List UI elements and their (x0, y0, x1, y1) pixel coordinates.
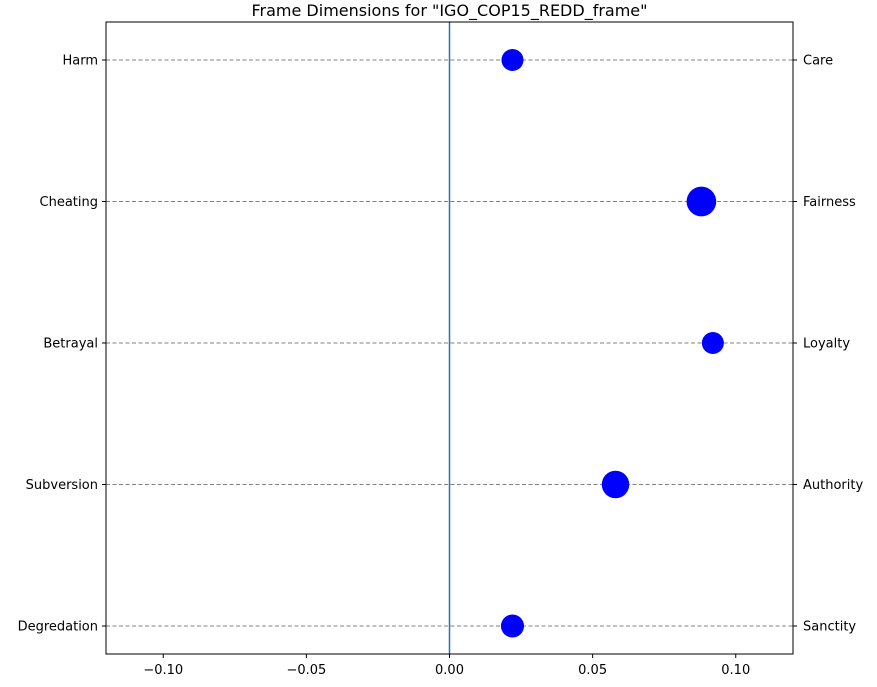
left-tick-label: Subversion (26, 478, 98, 493)
right-tick-label: Sanctity (803, 620, 856, 635)
data-point (500, 614, 525, 638)
right-tick-labels: Care Fairness Loyalty Authority Sanctity (793, 54, 863, 635)
right-tick-label: Fairness (803, 195, 856, 210)
data-point (701, 332, 724, 354)
x-tick-label: −0.05 (286, 663, 326, 678)
data-point (501, 49, 524, 71)
gridlines (106, 59, 793, 627)
x-tick-label: −0.10 (143, 663, 183, 678)
x-tick-label: 0.00 (435, 663, 464, 678)
left-tick-label: Degredation (18, 620, 98, 635)
left-tick-label: Harm (62, 54, 98, 69)
data-point (686, 186, 717, 217)
x-tick-label: 0.05 (578, 663, 607, 678)
left-tick-labels: Harm Cheating Betrayal Subversion Degredatio… (18, 54, 106, 635)
left-tick-label: Cheating (40, 195, 98, 210)
right-tick-label: Authority (803, 478, 863, 493)
right-tick-label: Loyalty (803, 337, 850, 352)
left-tick-label: Betrayal (43, 337, 98, 352)
chart-title: Frame Dimensions for "IGO_COP15_REDD_fra… (251, 1, 647, 21)
points (500, 49, 724, 638)
x-axis: −0.10 −0.05 0.00 0.05 0.10 (143, 654, 750, 678)
right-tick-label: Care (803, 54, 833, 69)
x-tick-label: 0.10 (721, 663, 750, 678)
data-point (601, 470, 630, 499)
